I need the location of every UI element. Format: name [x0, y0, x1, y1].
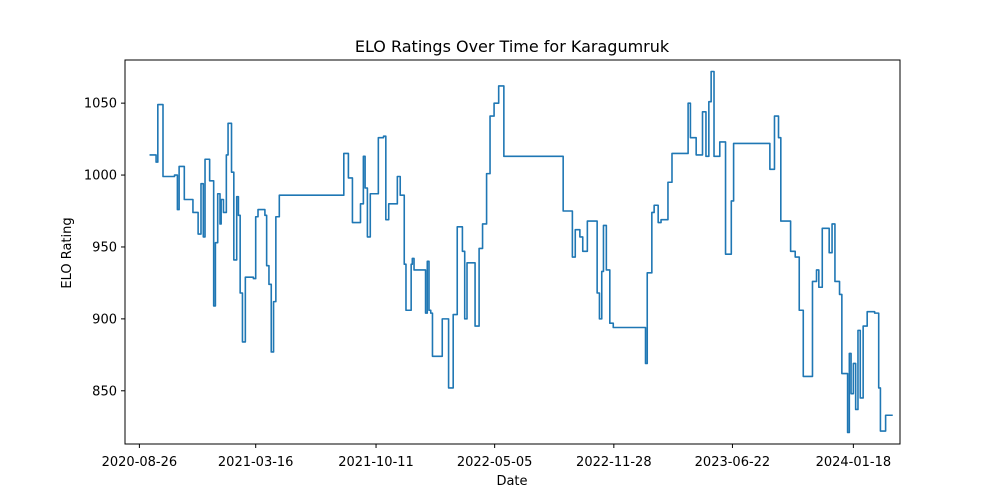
x-tick-label: 2021-03-16	[218, 455, 294, 470]
x-tick-label: 2022-05-05	[457, 455, 533, 470]
chart-title: ELO Ratings Over Time for Karagumruk	[355, 37, 670, 56]
x-tick-label: 2021-10-11	[338, 455, 414, 470]
x-axis-label: Date	[496, 474, 527, 489]
y-axis-label: ELO Rating	[60, 217, 75, 288]
y-tick-label: 1050	[84, 97, 117, 112]
y-tick-label: 1000	[84, 169, 117, 184]
x-tick-label: 2022-11-28	[576, 455, 652, 470]
y-tick-label: 850	[92, 384, 117, 399]
plot-frame	[124, 59, 901, 445]
plot-area: 850 900 950 1000 1050 2020-08-26 2021-03-16 202…	[84, 59, 901, 470]
series-line-0	[149, 70, 893, 434]
x-tick-label: 2024-01-18	[816, 455, 892, 470]
y-tick-label: 950	[92, 240, 117, 255]
x-tick-label: 2023-06-22	[695, 455, 771, 470]
y-tick-label: 900	[92, 312, 117, 327]
x-tick-label: 2020-08-26	[102, 455, 178, 470]
